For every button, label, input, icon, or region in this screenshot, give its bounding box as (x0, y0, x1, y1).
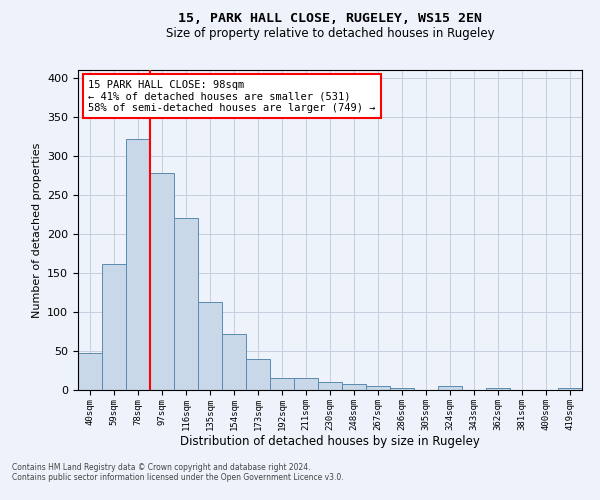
Y-axis label: Number of detached properties: Number of detached properties (32, 142, 41, 318)
X-axis label: Distribution of detached houses by size in Rugeley: Distribution of detached houses by size … (180, 436, 480, 448)
Bar (366, 386, 390, 390)
Bar (174, 218, 198, 390)
Text: Contains public sector information licensed under the Open Government Licence v3: Contains public sector information licen… (12, 474, 344, 482)
Bar (438, 386, 462, 390)
Bar (270, 378, 294, 390)
Bar (126, 138, 150, 390)
Text: 15 PARK HALL CLOSE: 98sqm
← 41% of detached houses are smaller (531)
58% of semi: 15 PARK HALL CLOSE: 98sqm ← 41% of detac… (88, 80, 376, 113)
Bar (390, 388, 414, 390)
Text: Size of property relative to detached houses in Rugeley: Size of property relative to detached ho… (166, 28, 494, 40)
Bar (318, 382, 342, 390)
Bar (342, 384, 366, 390)
Bar (486, 388, 510, 390)
Bar (222, 334, 246, 390)
Bar (558, 388, 582, 390)
Bar (198, 302, 222, 390)
Text: 15, PARK HALL CLOSE, RUGELEY, WS15 2EN: 15, PARK HALL CLOSE, RUGELEY, WS15 2EN (178, 12, 482, 26)
Bar (246, 359, 270, 390)
Bar (294, 378, 318, 390)
Text: Contains HM Land Registry data © Crown copyright and database right 2024.: Contains HM Land Registry data © Crown c… (12, 464, 311, 472)
Bar (78, 354, 102, 390)
Bar (102, 264, 126, 390)
Bar (150, 173, 174, 390)
